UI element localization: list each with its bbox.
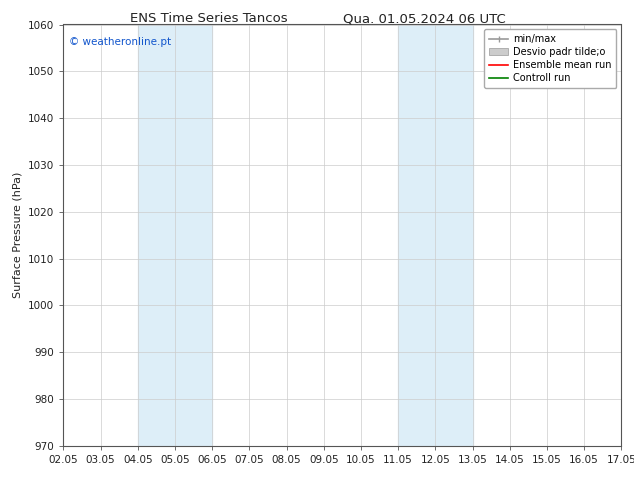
Text: ENS Time Series Tancos: ENS Time Series Tancos	[131, 12, 288, 25]
Text: Qua. 01.05.2024 06 UTC: Qua. 01.05.2024 06 UTC	[344, 12, 506, 25]
Legend: min/max, Desvio padr tilde;o, Ensemble mean run, Controll run: min/max, Desvio padr tilde;o, Ensemble m…	[484, 29, 616, 88]
Y-axis label: Surface Pressure (hPa): Surface Pressure (hPa)	[13, 172, 23, 298]
Text: © weatheronline.pt: © weatheronline.pt	[69, 37, 171, 47]
Bar	[398, 24, 472, 446]
Bar	[138, 24, 212, 446]
